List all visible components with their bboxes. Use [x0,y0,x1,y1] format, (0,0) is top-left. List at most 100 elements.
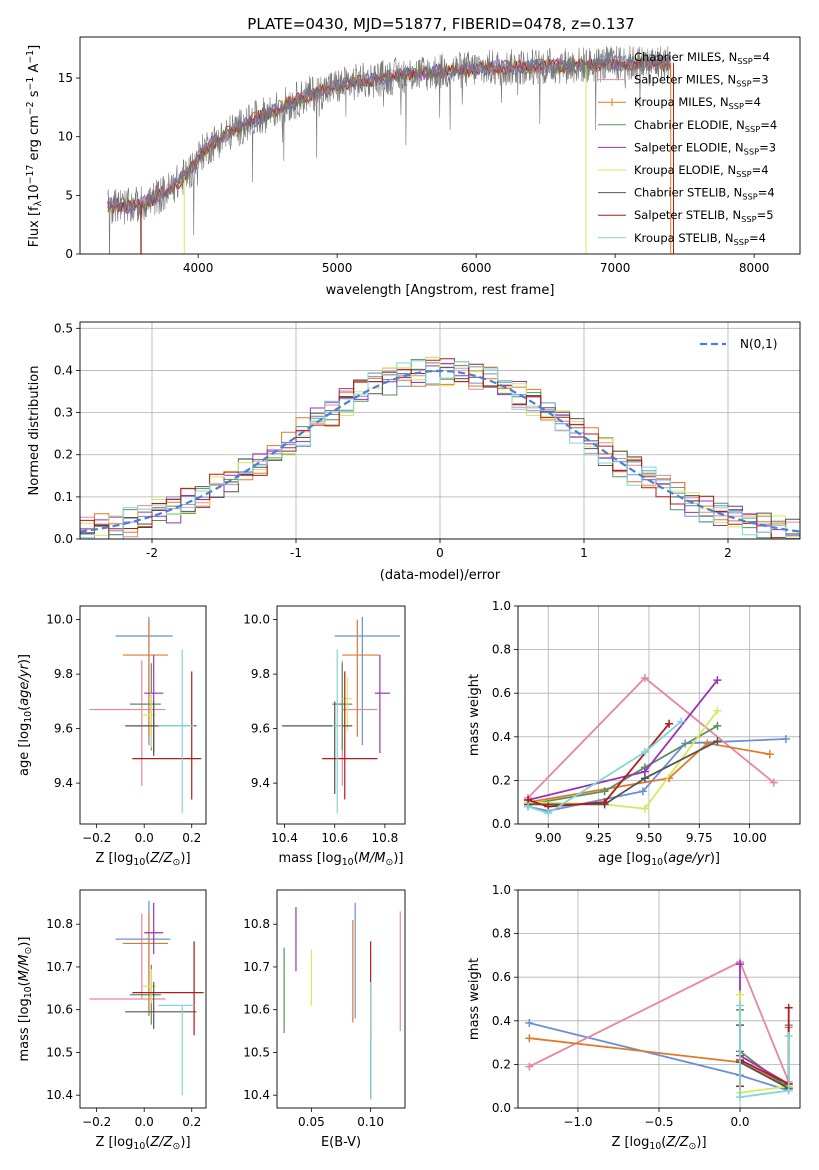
histogram-step [80,360,800,539]
y-tick-label: 0.4 [54,363,73,377]
x-axis-label: E(B-V) [321,1135,361,1150]
panel-weight_vs_age: 9.00 9.25 9.50 9.75 10.00 0.0 0.2 0.4 0.6 0.8 1.0 a… [467,599,801,868]
x-tick-label: 0.0 [135,1115,154,1129]
legend-label: Kroupa ELODIE, NSSP=4 [634,163,769,179]
weight-marker [525,1062,534,1071]
x-axis-label: age [log10(age/yr)] [598,851,720,868]
spectrum-line [107,45,671,254]
x-tick-label: −1.0 [563,1115,592,1129]
x-axis-label: mass [log10(M/M⊙)] [279,851,404,868]
x-tick-label: 10.00 [732,831,766,845]
y-tick-label: 0.4 [492,1014,511,1028]
x-tick-label: 7000 [600,261,631,275]
x-tick-label: 9.25 [585,831,612,845]
x-tick-label: 0.0 [135,831,154,845]
weight-marker [544,809,553,818]
weight-marker [600,798,609,807]
y-tick-label: 10.5 [46,1045,73,1059]
y-tick-label: 0.8 [492,643,511,657]
weight-marker [765,750,774,759]
axes-frame-mass_vs_Z [79,889,207,1109]
weight-marker [665,719,674,728]
x-tick-label: 10.8 [372,831,399,845]
y-tick-label: 9.4 [251,776,270,790]
y-tick-label: 0.3 [54,406,73,420]
x-axis-label: wavelength [Angstrom, rest frame] [326,283,555,298]
y-axis-label: mass [log10(M/M⊙)] [17,937,34,1062]
axes-frame-weight_vs_Z [517,889,801,1109]
y-tick-label: 0.6 [492,686,511,700]
weight-marker [713,706,722,715]
y-tick-label: 0.6 [492,970,511,984]
x-tick-label: 9.50 [636,831,663,845]
x-tick-label: -2 [146,546,158,560]
axes-frame-age_vs_Z [79,605,207,825]
weight-marker [677,717,686,726]
y-axis-label: Normed distribution [27,366,42,496]
x-tick-label: −0.5 [644,1115,673,1129]
y-tick-label: 0.4 [492,730,511,744]
x-tick-label: 2 [724,546,732,560]
x-tick-label: 10.4 [271,831,298,845]
y-tick-label: 10.8 [243,917,270,931]
plot-area-age_vs_Z [89,616,202,814]
weight-marker [784,1032,793,1041]
weight-marker [524,802,533,811]
plot-area-weight_vs_age [524,673,790,818]
y-axis-label: age [log10(age/yr)] [17,654,34,776]
x-tick-label: 0.2 [182,831,201,845]
x-tick-label: 9.00 [535,831,562,845]
y-axis-label: mass weight [467,958,482,1040]
panel-weight_vs_Z: −1.0 −0.5 0.0 0.0 0.2 0.4 0.6 0.8 1.0 Z [log10(Z/… [467,883,801,1152]
y-tick-label: 0.8 [492,927,511,941]
y-tick-label: 0.1 [54,490,73,504]
weight-marker [736,960,745,969]
weight-line [527,723,670,808]
weight-marker [713,721,722,730]
y-tick-label: 10.0 [46,613,73,627]
panel-mass_vs_Z: −0.2 0.0 0.2 10.4 10.5 10.6 10.7 10.8 Z [log10(Z… [17,889,207,1152]
weight-marker [600,787,609,796]
y-tick-label: 0.2 [492,773,511,787]
y-tick-label: 10.6 [46,1003,73,1017]
weight-marker [784,1086,793,1095]
weight-marker [640,748,649,757]
panel-mass_vs_ebv: 0.05 0.10 10.4 10.5 10.6 10.7 10.8 E(B-V) [243,889,406,1150]
x-axis-label: Z [log10(Z/Z⊙)] [95,1135,190,1152]
x-axis-label: Z [log10(Z/Z⊙)] [611,1135,706,1152]
weight-marker [784,1003,793,1012]
y-tick-label: 0.5 [54,321,73,335]
x-tick-label: 5000 [322,261,353,275]
legend-label: Kroupa STELIB, NSSP=4 [634,231,766,247]
y-tick-label: 15 [58,71,73,85]
y-tick-label: 10.7 [243,960,270,974]
legend-label: Kroupa MILES, NSSP=4 [634,95,761,111]
weight-line [527,725,718,806]
x-tick-label: 0.10 [357,1115,384,1129]
weight-line [527,676,775,799]
y-tick-label: 9.4 [54,776,73,790]
legend-label: Salpeter ELODIE, NSSP=3 [634,140,776,156]
x-tick-label: 4000 [183,261,214,275]
gaussian-curve [80,369,800,533]
y-tick-label: 0.2 [492,1057,511,1071]
x-tick-label: 0 [436,546,444,560]
weight-marker [736,1001,745,1010]
y-tick-label: 10.6 [243,1003,270,1017]
y-tick-label: 10.0 [243,613,270,627]
plot-area-weight_vs_Z [525,957,793,1102]
y-tick-label: 9.8 [54,667,73,681]
panel-age_vs_Z: −0.2 0.0 0.2 9.4 9.6 9.8 10.0 Z [log10(Z/Z⊙)] ag… [17,605,207,868]
weight-marker [640,673,649,682]
y-axis-label: Flux [fλ10−17 erg cm−2 s−1 A−1] [25,45,44,247]
legend-label: N(0,1) [740,337,777,351]
weight-marker [736,1093,745,1102]
axes-frame-mass_vs_ebv [276,889,406,1109]
legend-label: Salpeter STELIB, NSSP=5 [634,208,774,224]
weight-marker [713,676,722,685]
y-tick-label: 0 [65,247,73,261]
y-tick-label: 9.8 [251,667,270,681]
weight-marker [713,737,722,746]
legend-label: Chabrier ELODIE, NSSP=4 [634,118,777,134]
legend-label: Chabrier MILES, NSSP=4 [634,50,770,66]
